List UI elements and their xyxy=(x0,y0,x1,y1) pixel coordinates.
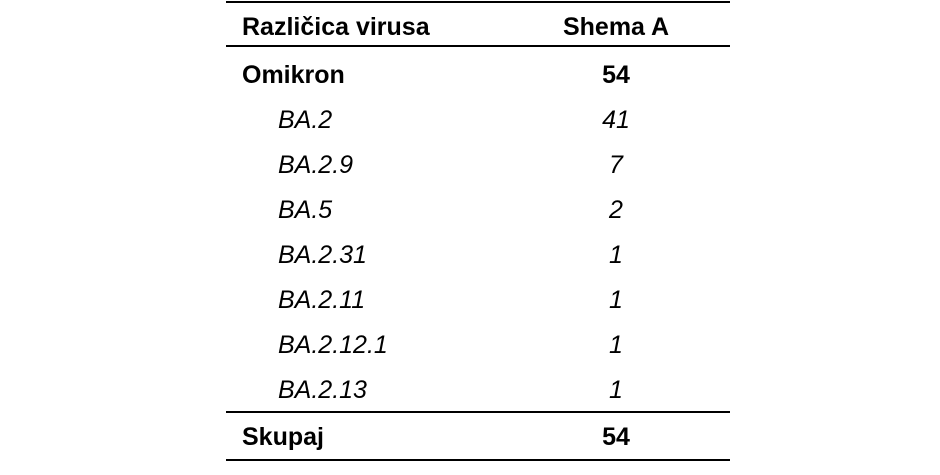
row-label: BA.2.13 xyxy=(278,376,367,404)
row-value: 1 xyxy=(609,331,623,359)
table-row: BA.2.31 1 xyxy=(226,233,730,278)
top-rule xyxy=(226,1,730,3)
total-rule xyxy=(226,411,730,413)
row-label: BA.2.9 xyxy=(278,151,354,179)
total-value: 54 xyxy=(602,423,630,451)
table-row: BA.2 41 xyxy=(226,98,730,143)
row-value: 1 xyxy=(609,241,623,269)
header-row: Različica virusa Shema A xyxy=(226,5,730,50)
group-label: Omikron xyxy=(242,61,345,89)
total-row: Skupaj 54 xyxy=(226,415,730,460)
row-label: BA.5 xyxy=(278,196,333,224)
group-value: 54 xyxy=(602,61,630,89)
table-row: BA.5 2 xyxy=(226,188,730,233)
table-row: BA.2.11 1 xyxy=(226,278,730,323)
bottom-rule xyxy=(226,459,730,461)
group-row: Omikron 54 xyxy=(226,53,730,98)
header-scheme-a: Shema A xyxy=(562,13,670,41)
header-rule xyxy=(226,45,730,47)
row-label: BA.2.11 xyxy=(278,286,366,314)
row-value: 1 xyxy=(609,376,623,404)
table-row: BA.2.13 1 xyxy=(226,368,730,413)
row-label: BA.2.31 xyxy=(278,241,367,269)
row-label: BA.2 xyxy=(278,106,333,134)
row-value: 1 xyxy=(609,286,623,314)
row-value: 7 xyxy=(609,151,623,179)
header-variant: Različica virusa xyxy=(242,13,430,41)
table-row: BA.2.9 7 xyxy=(226,143,730,188)
row-value: 2 xyxy=(609,196,623,224)
total-label: Skupaj xyxy=(242,423,324,451)
row-value: 41 xyxy=(602,106,630,134)
table-row: BA.2.12.1 1 xyxy=(226,323,730,368)
row-label: BA.2.12.1 xyxy=(278,331,388,359)
